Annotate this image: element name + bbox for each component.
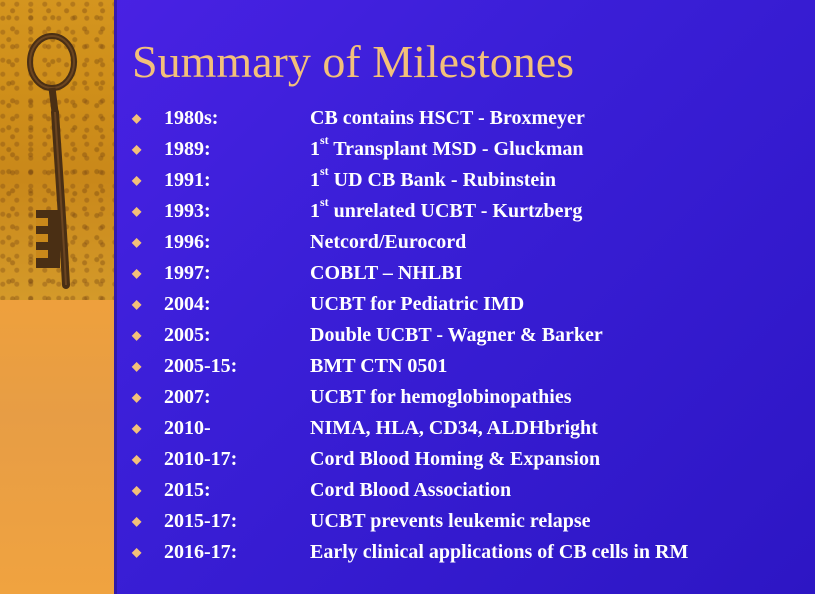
list-item: ◆ 2004: UCBT for Pediatric IMD <box>132 290 802 321</box>
milestone-description: CB contains HSCT - Broxmeyer <box>310 107 585 129</box>
list-item: ◆ 2015-17: UCBT prevents leukemic relaps… <box>132 507 802 538</box>
list-item: ◆ 2015: Cord Blood Association <box>132 476 802 507</box>
slide-title: Summary of Milestones <box>132 36 575 87</box>
milestone-year: 2007: <box>164 386 211 408</box>
milestone-description: NIMA, HLA, CD34, ALDHbright <box>310 417 598 439</box>
milestone-description: BMT CTN 0501 <box>310 355 448 377</box>
milestone-description: Cord Blood Association <box>310 479 512 501</box>
milestone-year: 2015: <box>164 479 211 501</box>
diamond-bullet-icon: ◆ <box>132 266 142 280</box>
milestone-year: 1996: <box>164 231 211 253</box>
list-item: ◆ 2010-17: Cord Blood Homing & Expansion <box>132 445 802 476</box>
milestone-description: Netcord/Eurocord <box>310 231 467 253</box>
milestone-year: 1991: <box>164 169 211 191</box>
milestone-year: 2005: <box>164 324 211 346</box>
milestone-year: 2010- <box>164 417 211 439</box>
diamond-bullet-icon: ◆ <box>132 545 142 559</box>
diamond-bullet-icon: ◆ <box>132 328 142 342</box>
list-item: ◆ 1996: Netcord/Eurocord <box>132 228 802 259</box>
milestone-description: Early clinical applications of CB cells … <box>310 541 689 563</box>
milestone-description: Cord Blood Homing & Expansion <box>310 448 601 470</box>
list-item: ◆ 2010- NIMA, HLA, CD34, ALDHbright <box>132 414 802 445</box>
milestone-list: ◆ 1980s: CB contains HSCT - Broxmeyer ◆ … <box>132 104 802 569</box>
list-item: ◆ 1991: 1st UD CB Bank - Rubinstein <box>132 164 802 197</box>
separator <box>114 0 117 594</box>
milestone-year: 1980s: <box>164 107 219 129</box>
diamond-bullet-icon: ◆ <box>132 390 142 404</box>
milestone-description: UCBT for hemoglobinopathies <box>310 386 572 408</box>
key-icon <box>27 33 77 289</box>
milestone-year: 2005-15: <box>164 355 238 377</box>
diamond-bullet-icon: ◆ <box>132 111 142 125</box>
list-item: ◆ 2005-15: BMT CTN 0501 <box>132 352 802 383</box>
diamond-bullet-icon: ◆ <box>132 359 142 373</box>
milestone-year: 2016-17: <box>164 541 238 563</box>
list-item: ◆ 1980s: CB contains HSCT - Broxmeyer <box>132 104 802 135</box>
diamond-bullet-icon: ◆ <box>132 235 142 249</box>
list-item: ◆ 2007: UCBT for hemoglobinopathies <box>132 383 802 414</box>
diamond-bullet-icon: ◆ <box>132 173 142 187</box>
list-item: ◆ 1989: 1st Transplant MSD - Gluckman <box>132 133 802 166</box>
milestone-year: 1997: <box>164 262 211 284</box>
diamond-bullet-icon: ◆ <box>132 142 142 156</box>
diamond-bullet-icon: ◆ <box>132 483 142 497</box>
list-item: ◆ 2016-17: Early clinical applications o… <box>132 538 802 569</box>
list-item: ◆ 1997: COBLT – NHLBI <box>132 259 802 290</box>
milestone-description: 1st UD CB Bank - Rubinstein <box>310 164 556 191</box>
milestone-year: 2010-17: <box>164 448 238 470</box>
diamond-bullet-icon: ◆ <box>132 452 142 466</box>
milestone-description: 1st unrelated UCBT - Kurtzberg <box>310 195 583 222</box>
milestone-description: 1st Transplant MSD - Gluckman <box>310 133 584 160</box>
milestone-description: UCBT prevents leukemic relapse <box>310 510 591 532</box>
milestone-year: 1989: <box>164 138 211 160</box>
milestone-description: Double UCBT - Wagner & Barker <box>310 324 603 346</box>
diamond-bullet-icon: ◆ <box>132 514 142 528</box>
diamond-bullet-icon: ◆ <box>132 204 142 218</box>
milestone-year: 1993: <box>164 200 211 222</box>
diamond-bullet-icon: ◆ <box>132 297 142 311</box>
milestone-description: UCBT for Pediatric IMD <box>310 293 525 315</box>
milestone-year: 2015-17: <box>164 510 238 532</box>
milestone-description: COBLT – NHLBI <box>310 262 463 284</box>
milestone-year: 2004: <box>164 293 211 315</box>
diamond-bullet-icon: ◆ <box>132 421 142 435</box>
list-item: ◆ 1993: 1st unrelated UCBT - Kurtzberg <box>132 195 802 228</box>
list-item: ◆ 2005: Double UCBT - Wagner & Barker <box>132 321 802 352</box>
key-image <box>0 0 114 300</box>
